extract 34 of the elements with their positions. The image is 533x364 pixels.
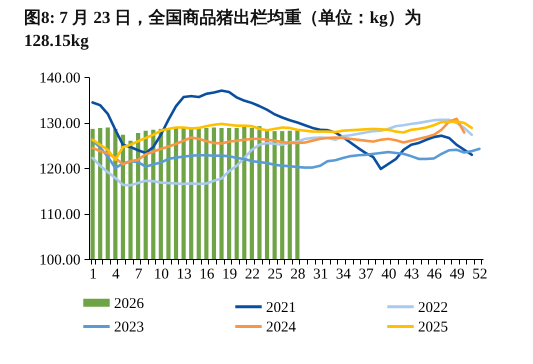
x-tick-label: 25: [268, 266, 283, 282]
x-tick-label: 1: [89, 266, 97, 282]
x-tick-label: 19: [222, 266, 238, 282]
chart-title: 图8: 7 月 23 日，全国商品猪出栏均重（单位：kg）为 128.15kg: [24, 7, 423, 52]
x-tick-label: 43: [404, 266, 420, 282]
legend-label: 2024: [266, 320, 296, 336]
x-tick-label: 46: [426, 266, 442, 282]
x-tick-label: 16: [199, 266, 215, 282]
legend-label: 2026: [114, 296, 144, 312]
line-series: [91, 89, 474, 170]
x-tick-label: 4: [112, 266, 120, 282]
y-tick-label: 140.00: [39, 70, 80, 86]
line-series: [91, 120, 474, 162]
x-tick-label: 13: [176, 266, 192, 282]
legend-label: 2021: [266, 300, 296, 316]
y-tick-label: 120.00: [39, 162, 80, 178]
x-tick-label: 31: [313, 266, 328, 282]
y-tick-label: 130.00: [39, 116, 80, 132]
legend-label: 2025: [418, 320, 448, 336]
x-tick-label: 37: [358, 266, 374, 282]
x-tick-label: 52: [472, 266, 488, 282]
x-tick-label: 40: [381, 266, 396, 282]
y-tick-label: 100.00: [39, 252, 80, 268]
line-series: [91, 118, 466, 166]
x-tick-label: 28: [290, 266, 306, 282]
x-tick-label: 7: [134, 266, 143, 282]
x-tick-label: 10: [154, 266, 169, 282]
legend-label: 2023: [114, 320, 144, 336]
line-series: [91, 139, 481, 170]
x-tick-label: 22: [244, 266, 260, 282]
x-tick-label: 34: [336, 266, 352, 282]
y-tick-label: 110.00: [40, 207, 80, 223]
legend-label: 2022: [418, 300, 448, 316]
x-tick-label: 49: [450, 266, 465, 282]
